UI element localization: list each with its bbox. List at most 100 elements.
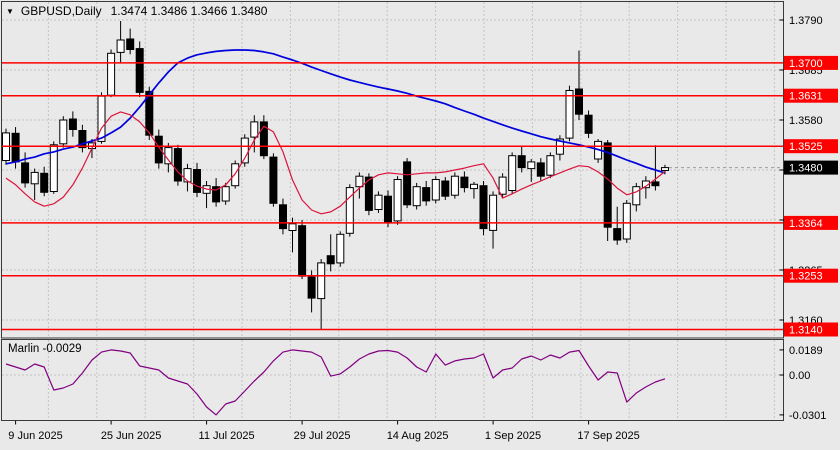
candle-bear — [259, 121, 268, 157]
current-price-badge-label: 1.3480 — [789, 163, 823, 175]
candle-bull — [288, 223, 297, 232]
candlestick-series — [2, 21, 669, 330]
candle-bear — [460, 176, 469, 189]
candle-bull — [221, 186, 230, 202]
date-axis-label: 17 Sep 2025 — [577, 430, 639, 442]
candle-bull — [355, 175, 364, 188]
date-axis-label: 11 Jul 2025 — [199, 430, 255, 442]
price-level-badge-label: 1.3140 — [789, 325, 823, 337]
candle-bull — [59, 119, 68, 145]
symbol-marker-icon: ▼ — [6, 7, 14, 16]
candle-bull — [412, 186, 421, 207]
date-axis-label: 25 Jun 2025 — [101, 430, 162, 442]
candle-bull — [565, 90, 574, 139]
candle-bear — [269, 156, 278, 204]
date-axis-label: 14 Aug 2025 — [387, 430, 449, 442]
candle-bear — [279, 204, 287, 230]
date-axis-label: 1 Sep 2025 — [485, 430, 541, 442]
price-level-badge-label: 1.3631 — [789, 91, 823, 103]
marlin-axis-label: 0.0189 — [789, 345, 823, 357]
support-resistance-lines — [2, 62, 783, 331]
price-level-badge — [784, 55, 838, 70]
candle-bear — [193, 169, 201, 193]
candle-bull — [183, 168, 192, 183]
candle-bull — [393, 179, 402, 222]
candle-bear — [575, 88, 583, 115]
price-axis-label: 1.3580 — [789, 115, 823, 127]
indicator-pane-border — [1, 339, 784, 421]
price-level-badge-label: 1.3700 — [789, 58, 823, 70]
date-axis-label: 9 Jun 2025 — [8, 430, 62, 442]
candle-bear — [298, 225, 307, 277]
price-level-badge-label: 1.3253 — [789, 271, 823, 283]
candle-bull — [661, 167, 669, 172]
marlin-axis-label: 0.00 — [789, 370, 810, 382]
time-axis: 9 Jun 2025 25 Jun 2025 11 Jul 2025 29 Jul 2… — [8, 421, 640, 442]
candle-bear — [441, 180, 450, 197]
indicator-label: Marlin -0.0029 — [8, 343, 82, 355]
candle-bull — [498, 176, 507, 195]
candle-bull — [641, 180, 650, 189]
price-level-badge — [784, 215, 838, 230]
candle-bull — [489, 194, 498, 231]
candle-bear — [145, 90, 154, 136]
indicator-name: Marlin — [8, 343, 40, 355]
current-price-badge — [784, 160, 838, 175]
candle-bull — [107, 52, 116, 96]
candle-bear — [651, 181, 660, 187]
candle-bear — [384, 195, 392, 223]
price-level-badge-label: 1.3525 — [789, 141, 823, 153]
candle-bear — [517, 155, 526, 169]
candle-bull — [527, 161, 536, 170]
marlin-axis-label: -0.0301 — [789, 410, 826, 422]
candle-bear — [40, 172, 49, 193]
candle-bear — [479, 185, 488, 230]
candle-bear — [326, 255, 335, 265]
candle-bull — [250, 121, 259, 138]
candle-bull — [632, 186, 641, 206]
candle-bear — [11, 132, 20, 163]
candle-bear — [603, 142, 612, 228]
candle-bull — [508, 155, 517, 191]
candle-bear — [78, 130, 87, 149]
candle-bull — [345, 187, 354, 234]
chart-header: ▼ GBPUSD,Daily 1.3474 1.3486 1.3466 1.3480 — [6, 4, 267, 18]
candle-bear — [126, 38, 135, 50]
candle-bull — [30, 171, 39, 185]
ohlc-readout: 1.3474 1.3486 1.3466 1.3480 — [110, 4, 268, 18]
marlin-line — [5, 349, 666, 416]
ma-red-line — [5, 111, 666, 215]
ma-blue-line — [5, 49, 666, 174]
candle-bear — [173, 148, 182, 182]
price-level-badge — [784, 322, 838, 337]
date-axis-label: 29 Jul 2025 — [294, 430, 351, 442]
candle-bear — [154, 135, 163, 164]
candle-bear — [68, 118, 77, 130]
candle-bull — [431, 179, 440, 201]
candle-bull — [164, 147, 173, 165]
candle-bull — [336, 233, 345, 264]
candle-bear — [403, 161, 412, 206]
price-level-badge — [784, 268, 838, 283]
candle-bear — [135, 48, 144, 93]
candle-bear — [364, 176, 373, 211]
candle-bear — [613, 228, 622, 241]
candle-bear — [212, 186, 221, 203]
candle-bull — [374, 194, 383, 210]
price-level-badge — [784, 88, 838, 103]
candle-bull — [470, 183, 478, 190]
candle-bull — [116, 39, 125, 53]
price-axis-label: 1.3790 — [789, 15, 823, 27]
candle-bear — [536, 162, 545, 177]
candle-bull — [231, 163, 240, 187]
candle-bull — [317, 262, 326, 300]
candle-bull — [622, 202, 631, 240]
candle-bull — [49, 144, 58, 193]
candle-bear — [584, 114, 593, 134]
price-level-badge — [784, 139, 838, 154]
candle-bear — [21, 162, 30, 184]
candle-bear — [307, 276, 316, 299]
marlin-axis: 0.0189 0.00 -0.0301 — [779, 345, 826, 422]
